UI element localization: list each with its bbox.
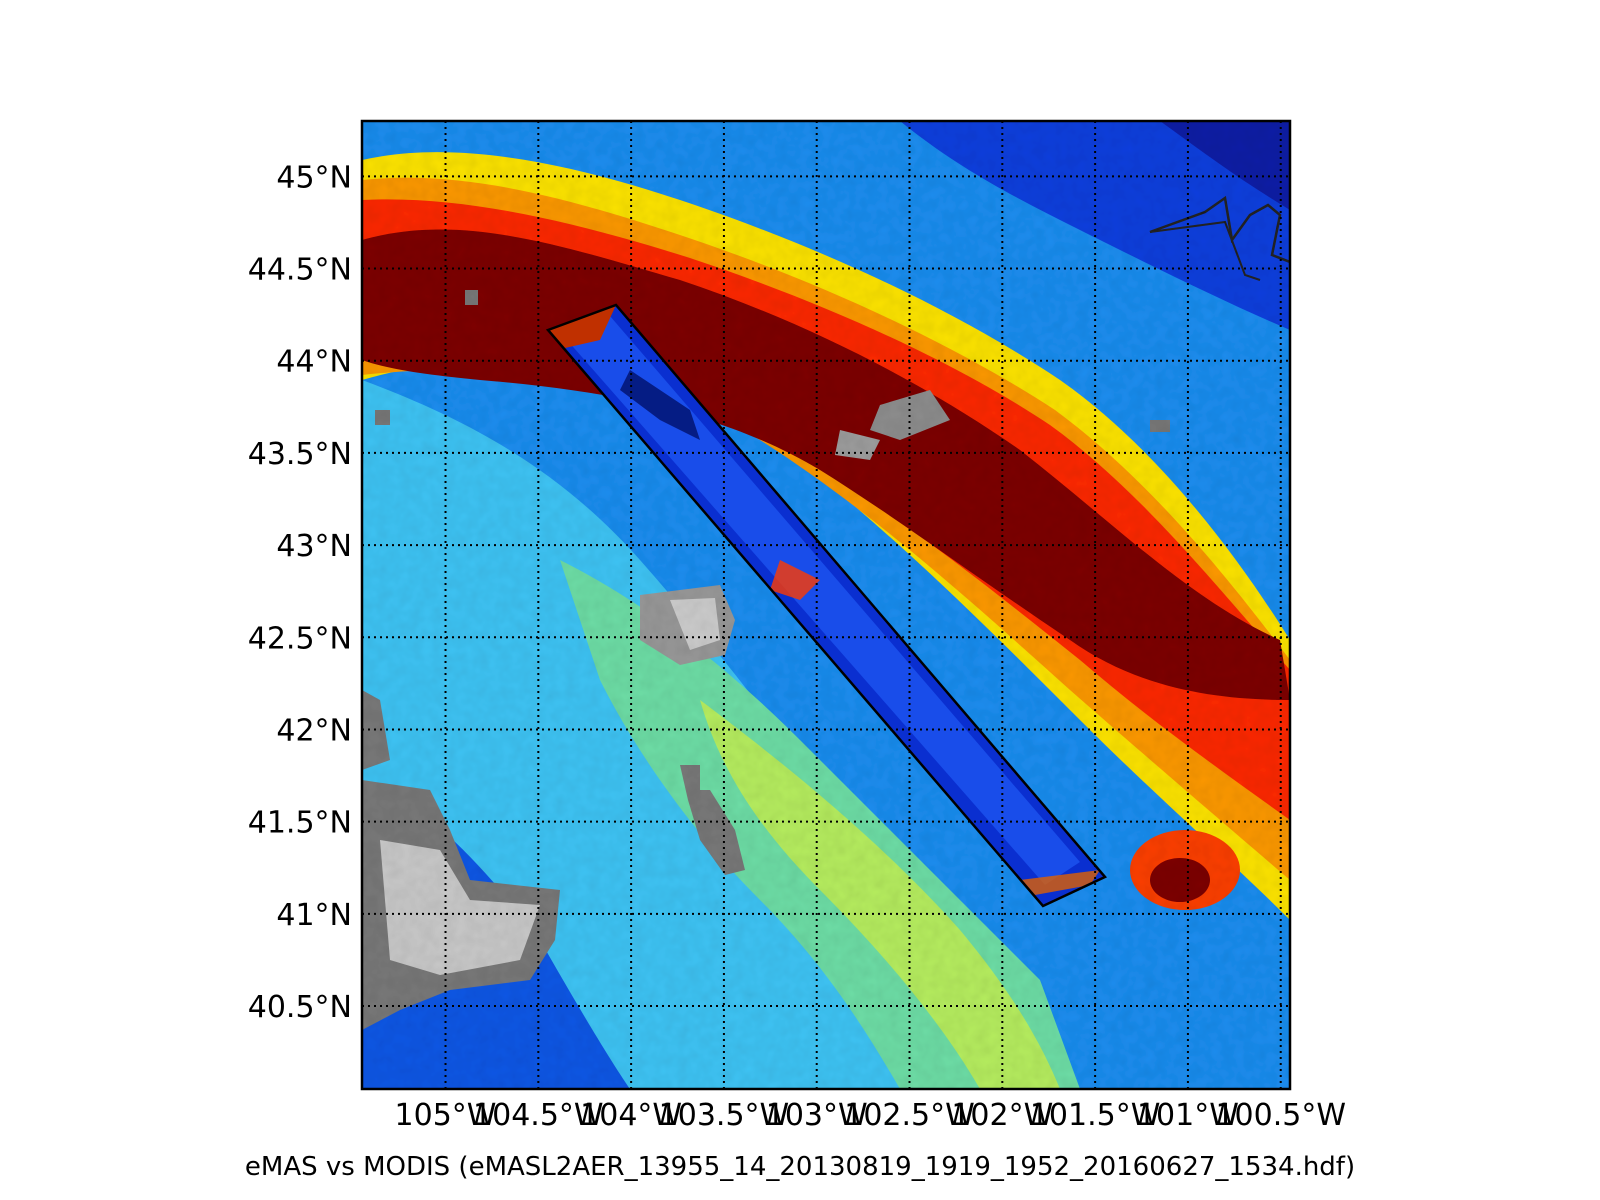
lat-tick-label: 44°N — [276, 345, 352, 380]
gridlines — [362, 121, 1290, 1089]
lon-tick-label: 101°W — [1137, 1098, 1239, 1133]
lat-tick-label: 41.5°N — [248, 806, 352, 841]
aerosol-field — [362, 121, 1290, 1089]
lon-tick-label: 105°W — [395, 1098, 497, 1133]
lon-tick-label: 103.5°W — [659, 1098, 790, 1133]
lat-tick-label: 43°N — [276, 529, 352, 564]
swath-outline — [545, 303, 1108, 908]
lat-tick-label: 42°N — [276, 713, 352, 748]
latitude-labels: 45°N 44.5°N 44°N 43.5°N 43°N 42.5°N 42°N 41.5°N… — [248, 160, 352, 1025]
lon-tick-label: 101.5°W — [1030, 1098, 1161, 1133]
lon-tick-label: 102°W — [951, 1098, 1053, 1133]
emas-swath — [545, 303, 1108, 908]
plot-frame — [360, 119, 1292, 1091]
lat-tick-label: 44.5°N — [248, 253, 352, 288]
lon-tick-label: 104.5°W — [473, 1098, 604, 1133]
figure-caption: eMAS vs MODIS (eMASL2AER_13955_14_201308… — [244, 1152, 1356, 1182]
lon-tick-label: 100.5°W — [1215, 1098, 1346, 1133]
lon-tick-label: 104°W — [580, 1098, 682, 1133]
lat-tick-label: 42.5°N — [248, 621, 352, 656]
lat-tick-label: 43.5°N — [248, 437, 352, 472]
lat-tick-label: 45°N — [276, 160, 352, 195]
lon-tick-label: 103°W — [766, 1098, 868, 1133]
lat-tick-label: 40.5°N — [248, 990, 352, 1025]
longitude-labels: 105°W104.5°W104°W103.5°W103°W102.5°W102°… — [395, 1098, 1346, 1133]
lat-tick-label: 41°N — [276, 898, 352, 933]
lon-tick-label: 102.5°W — [844, 1098, 975, 1133]
